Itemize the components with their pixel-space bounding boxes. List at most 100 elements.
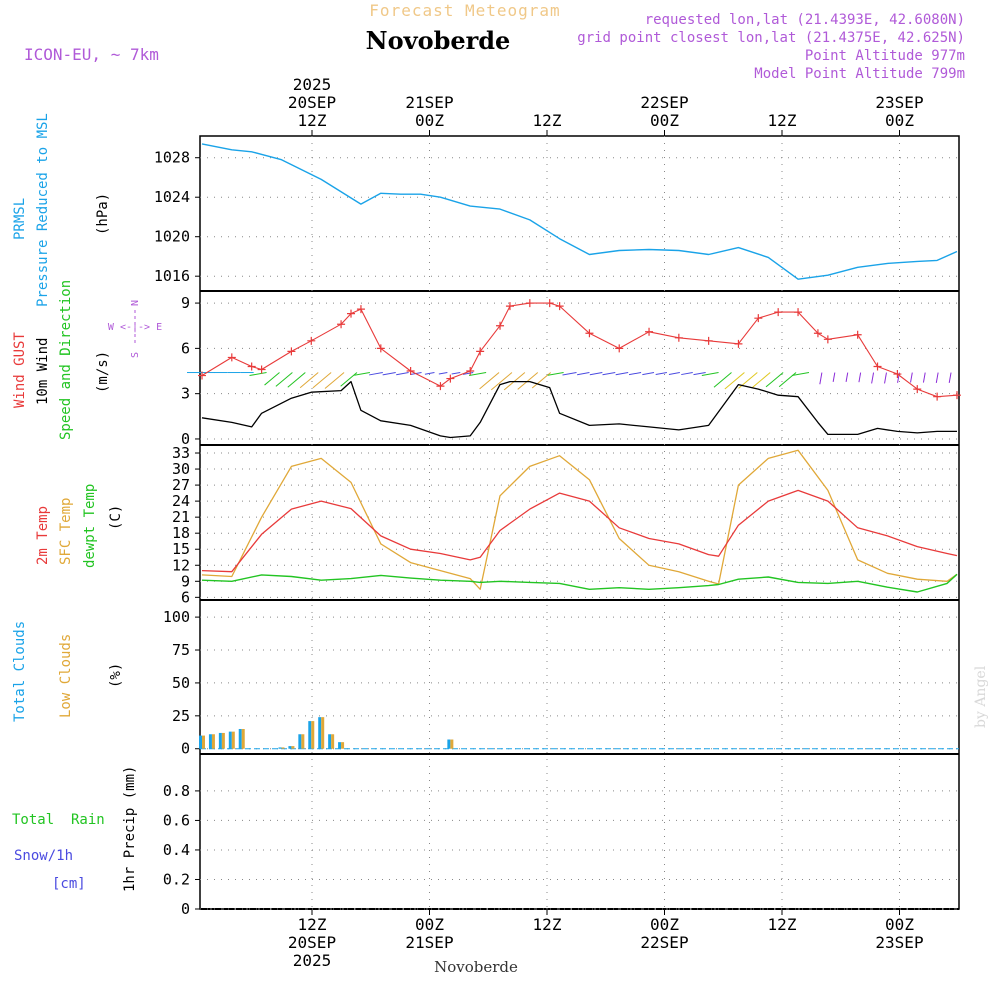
y-tick-label: 15 xyxy=(172,540,190,558)
top-tick-label: 22SEP xyxy=(640,93,688,112)
wind-direction-arrow xyxy=(275,372,293,387)
wind-gust-line xyxy=(201,302,958,398)
wind-direction-arrow xyxy=(249,372,267,377)
model-label: ICON-EU, ~ 7km xyxy=(24,45,159,64)
wind-gust-marker xyxy=(774,308,783,317)
wind-direction-arrow xyxy=(628,372,642,376)
gridlines xyxy=(200,130,959,915)
y-tick-label: 100 xyxy=(163,608,190,626)
low-clouds-label: Low Clouds xyxy=(58,634,74,718)
wind-direction-arrow xyxy=(724,372,745,390)
wind-direction-arrow xyxy=(922,372,926,383)
clouds-unit: (%) xyxy=(108,663,124,688)
wind-gust-marker xyxy=(794,308,803,317)
chart-subtitle: Forecast Meteogram xyxy=(369,1,560,20)
y-tick-label: 1020 xyxy=(154,228,190,246)
wind-gust-marker xyxy=(645,327,654,336)
wind-gust-marker xyxy=(347,309,356,318)
bottom-tick-label: 21SEP xyxy=(405,933,453,952)
y-tick-label: 0 xyxy=(181,900,190,918)
wind-direction-arrow xyxy=(884,372,887,384)
wind-gust-marker xyxy=(893,370,902,379)
wind-gust-marker xyxy=(754,314,763,323)
top-tick-label: 12Z xyxy=(768,111,797,130)
wind-direction-arrow xyxy=(264,372,280,386)
wind-direction-arrow xyxy=(369,372,383,376)
wind-gust-label: Wind GUST xyxy=(12,332,28,408)
wind-direction-arrow xyxy=(531,372,552,389)
wind-gust-marker xyxy=(813,329,822,338)
model-altitude: Model Point Altitude 799m xyxy=(754,66,965,82)
total-cloud-bar xyxy=(199,735,202,749)
compass-we: W <-|-> E xyxy=(108,322,162,333)
wind-gust-marker xyxy=(545,299,554,308)
y-tick-label: 1016 xyxy=(154,267,190,285)
wind-direction-arrow xyxy=(287,372,306,388)
bottom-tick-label: 00Z xyxy=(885,915,914,934)
wind-gust-marker xyxy=(953,391,961,400)
wind-direction-arrow xyxy=(490,372,513,391)
sfc-temp-line xyxy=(201,449,958,590)
low-cloud-bar xyxy=(341,742,345,749)
total-cloud-bar xyxy=(278,747,282,749)
y-tick-label: 0.8 xyxy=(163,782,190,800)
y-tick-label: 1024 xyxy=(154,188,190,206)
temp-unit: (C) xyxy=(108,505,124,530)
wind-gust-marker xyxy=(615,344,624,353)
wind-gust-marker xyxy=(704,336,713,345)
y-tick-label: 0 xyxy=(181,430,190,448)
total-cloud-bar xyxy=(328,734,332,749)
wind-gust-marker xyxy=(436,382,445,391)
total-cloud-bar xyxy=(228,731,232,749)
wind-direction-arrow xyxy=(396,372,409,376)
wind-gust-marker xyxy=(734,339,743,348)
y-tick-label: 27 xyxy=(172,476,190,494)
y-tick-label: 25 xyxy=(172,707,190,725)
wind-direction-arrow xyxy=(299,372,319,389)
wind-direction-arrow xyxy=(693,372,706,376)
top-tick-label: 12Z xyxy=(298,111,327,130)
wind-gust-marker xyxy=(406,367,415,376)
wind-direction-arrow xyxy=(791,372,810,377)
wind-direction-arrow xyxy=(935,372,939,383)
wind-gust-marker xyxy=(585,329,594,338)
total-rain-label: Total Rain xyxy=(12,812,105,828)
y-tick-label: 24 xyxy=(172,492,190,510)
wind-direction-arrow xyxy=(517,372,539,390)
compass-n: N xyxy=(130,300,141,306)
low-cloud-bar xyxy=(221,732,225,749)
bottom-tick-label: 23SEP xyxy=(875,933,923,952)
top-tick-label: 20SEP xyxy=(288,93,336,112)
wind10-label: 10m Wind xyxy=(35,338,51,405)
outer-frame xyxy=(199,135,960,910)
wind-direction-arrow xyxy=(469,372,487,377)
t2m-line xyxy=(201,489,958,573)
dewpt-line xyxy=(201,573,958,593)
wind-gust-marker xyxy=(525,299,534,308)
wind-direction-arrow xyxy=(681,372,693,376)
prmsl-label: PRMSL xyxy=(12,198,28,240)
wind-gust-marker xyxy=(287,347,296,356)
wind-direction-arrow xyxy=(668,372,680,375)
panel-frames xyxy=(199,135,960,910)
total-cloud-bar xyxy=(218,732,222,749)
wind-direction-arrow xyxy=(324,372,345,389)
bottom-tick-label: 2025 xyxy=(293,951,332,970)
wind-direction-arrow xyxy=(845,372,849,382)
wind-gust-marker xyxy=(933,392,942,401)
top-tick-label: 2025 xyxy=(293,75,332,94)
total-cloud-bar xyxy=(238,728,242,749)
y-axes: 1016102010241028036969121518212427303302… xyxy=(154,149,200,918)
bottom-tick-label: 12Z xyxy=(298,915,327,934)
y-tick-label: 6 xyxy=(181,588,190,606)
y-tick-label: 9 xyxy=(181,294,190,312)
low-cloud-bar xyxy=(450,739,454,749)
snow-unit-label: [cm] xyxy=(52,876,86,892)
wind-direction-arrow xyxy=(871,372,875,384)
y-tick-label: 9 xyxy=(181,572,190,590)
wind-gust-marker xyxy=(356,305,365,314)
precip-unit: 1hr Precip (mm) xyxy=(122,766,138,892)
watermark: by Angel xyxy=(973,665,989,728)
